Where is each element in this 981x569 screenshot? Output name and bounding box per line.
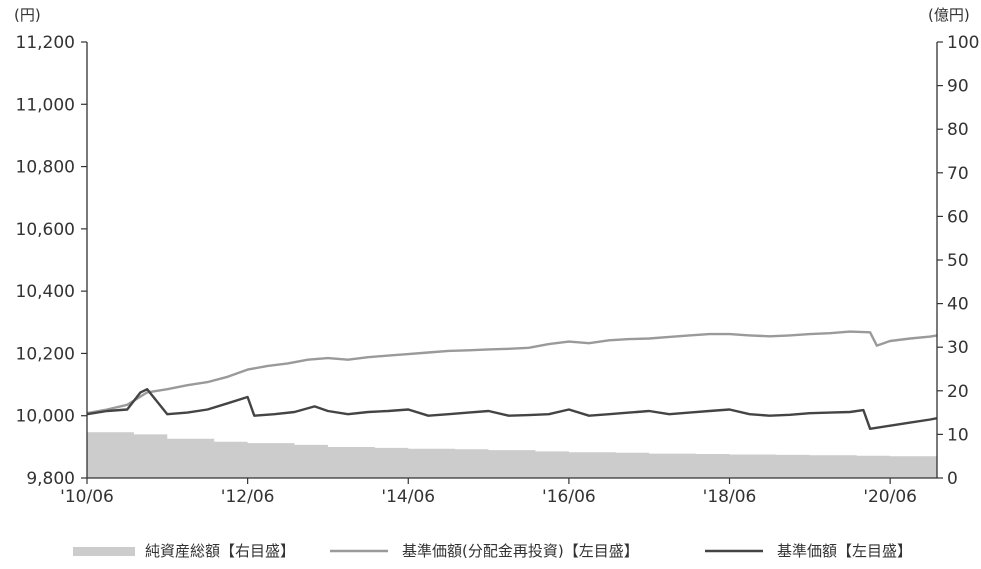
right-axis-tick-label: 30	[947, 338, 969, 358]
legend: 純資産総額【右目盛】 基準価額(分配金再投資)【左目盛】 基準価額【左目盛】	[73, 542, 912, 560]
right-axis-tick-label: 60	[947, 207, 969, 227]
right-axis-tick-label: 0	[947, 469, 958, 489]
left-axis-tick-label: 10,200	[16, 344, 75, 364]
right-axis-tick-label: 70	[947, 164, 969, 184]
left-axis-tick-label: 9,800	[26, 469, 75, 489]
left-axis-unit: (円)	[14, 6, 41, 24]
right-axis-tick-label: 80	[947, 120, 969, 140]
nav-line	[86, 388, 938, 430]
legend-label: 基準価額【左目盛】	[777, 542, 912, 560]
x-axis-tick-label: '16/06	[542, 487, 596, 507]
right-axis-tick-label: 40	[947, 295, 969, 315]
right-axis-tick-label: 20	[947, 382, 969, 402]
right-axis-tick-label: 100	[947, 33, 979, 53]
legend-swatch-net-assets	[73, 547, 135, 556]
legend-label: 基準価額(分配金再投資)【左目盛】	[402, 542, 639, 560]
x-axis-tick-label: '14/06	[381, 487, 435, 507]
x-axis-tick-label: '20/06	[863, 487, 917, 507]
left-axis-tick-label: 10,600	[16, 220, 75, 240]
right-axis-unit: (億円)	[928, 6, 970, 24]
x-axis-tick-label: '10/06	[60, 487, 114, 507]
x-axis-tick-label: '18/06	[703, 487, 757, 507]
net-assets-area-layer	[87, 432, 937, 478]
ticks-layer: 9,800 10,000 10,200 10,400 10,600 10,800 11,00…	[16, 33, 980, 507]
left-axis-tick-label: 11,200	[16, 33, 75, 53]
net-assets-area	[87, 432, 937, 478]
right-axis-tick-label: 90	[947, 77, 969, 97]
legend-label: 純資産総額【右目盛】	[145, 542, 295, 560]
left-axis-tick-label: 11,000	[16, 95, 75, 115]
x-axis-tick-label: '12/06	[221, 487, 275, 507]
left-axis-tick-label: 10,800	[16, 158, 75, 178]
lines-layer	[86, 330, 938, 430]
right-axis-tick-label: 10	[947, 425, 969, 445]
nav-reinvested-line	[86, 330, 938, 415]
left-axis-tick-label: 10,000	[16, 407, 75, 427]
right-axis-tick-label: 50	[947, 251, 969, 271]
left-axis-tick-label: 10,400	[16, 282, 75, 302]
